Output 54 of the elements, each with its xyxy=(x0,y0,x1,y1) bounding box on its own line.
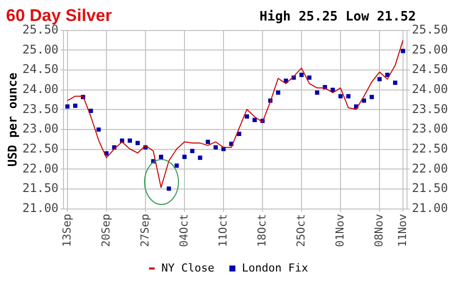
point xyxy=(315,90,320,95)
y-tick-label: 25.00 xyxy=(22,42,59,56)
x-tick-label: 25Oct xyxy=(294,214,308,248)
point xyxy=(206,140,210,144)
y2-tick-label: 21.00 xyxy=(412,201,448,216)
x-tick-label: 13Sep xyxy=(60,214,74,248)
x-tick-label: 11Nov xyxy=(396,214,409,248)
point xyxy=(190,148,194,154)
y-tick-label: 24.00 xyxy=(22,82,59,96)
y-tick-label: 22.50 xyxy=(22,142,59,156)
point xyxy=(393,80,398,85)
y-tick-label: 24.50 xyxy=(22,62,59,76)
y-axis-title: USD per ounce xyxy=(5,72,20,167)
point xyxy=(338,94,343,98)
chart-title: 60 Day Silver xyxy=(6,6,112,25)
y2-tick-label: 25.50 xyxy=(412,22,448,37)
legend-label: NY Close xyxy=(161,261,214,274)
point xyxy=(136,140,140,146)
point xyxy=(73,104,78,108)
y2-tick-label: 22.50 xyxy=(412,142,448,156)
point xyxy=(96,127,101,132)
point xyxy=(214,145,218,150)
y2-tick-label: 24.00 xyxy=(412,82,448,96)
x-tick-label: 18Oct xyxy=(255,214,268,248)
y2-tick-label: 23.50 xyxy=(412,102,448,116)
y-tick-label: 23.00 xyxy=(22,122,59,136)
y2-tick-label: 24.50 xyxy=(412,62,448,76)
point xyxy=(128,138,132,143)
y2-tick-label: 25.00 xyxy=(412,42,448,56)
x-tick-label: 08Nov xyxy=(372,214,386,248)
point xyxy=(307,75,312,80)
point xyxy=(252,118,257,122)
y2-tick-label: 23.00 xyxy=(412,122,448,136)
legend-label: London Fix xyxy=(242,261,308,274)
point xyxy=(166,186,171,191)
point xyxy=(198,156,202,160)
y-tick-label: 23.50 xyxy=(22,102,59,116)
y2-tick-label: 22.00 xyxy=(412,161,448,176)
x-tick-label: 27Sep xyxy=(138,214,152,248)
y-tick-label: 21.50 xyxy=(22,181,59,196)
point xyxy=(174,164,179,168)
y-tick-label: 21.00 xyxy=(22,201,59,216)
x-tick-label: 04Oct xyxy=(177,214,190,248)
text: High 25.25 Low 21.52 xyxy=(259,9,416,24)
point xyxy=(377,77,382,82)
x-tick-label: 11Oct xyxy=(216,214,230,248)
point xyxy=(346,94,350,98)
point xyxy=(370,94,374,100)
point xyxy=(276,90,280,95)
point xyxy=(299,72,304,77)
x-tick-label: 20Sep xyxy=(99,214,112,248)
y2-tick-label: 21.50 xyxy=(412,181,448,196)
x-tick-label: 01Nov xyxy=(333,214,346,248)
y-tick-label: 22.00 xyxy=(22,161,59,176)
